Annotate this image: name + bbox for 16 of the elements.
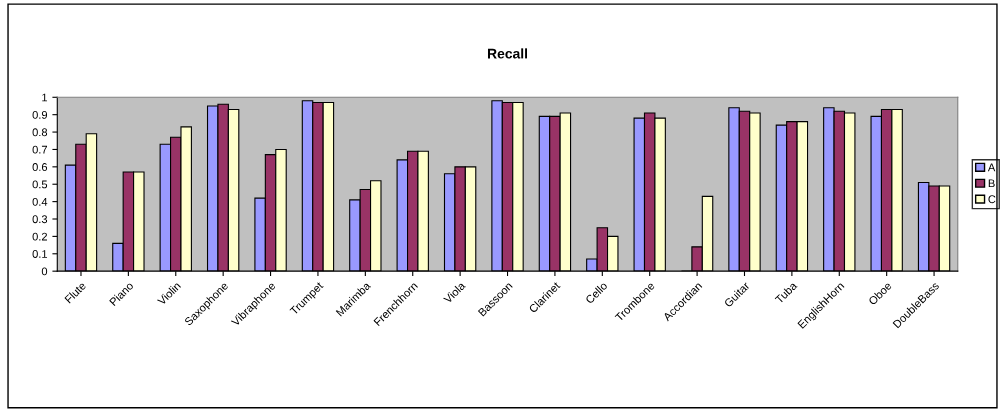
y-tick-label: 0.4 [32, 197, 48, 206]
legend-label: C [988, 195, 996, 204]
y-tick-label: 0.3 [32, 215, 48, 224]
legend-label: A [987, 163, 996, 172]
y-tick-label: 0.1 [32, 250, 48, 258]
legend-label: B [988, 179, 995, 188]
chart-title: Recall [487, 48, 527, 59]
y-tick-label: 0.5 [32, 180, 48, 189]
y-tick-label: 0.8 [32, 128, 48, 137]
x-tick-label: Viola [442, 280, 466, 304]
y-tick-label: 0.7 [32, 145, 48, 154]
y-tick-label: 0.9 [32, 110, 48, 119]
y-tick-label: 0.2 [32, 232, 48, 241]
y-tick-label: 0 [41, 267, 48, 276]
y-tick-label: 1 [42, 93, 48, 102]
y-tick-label: 0.6 [32, 163, 48, 171]
